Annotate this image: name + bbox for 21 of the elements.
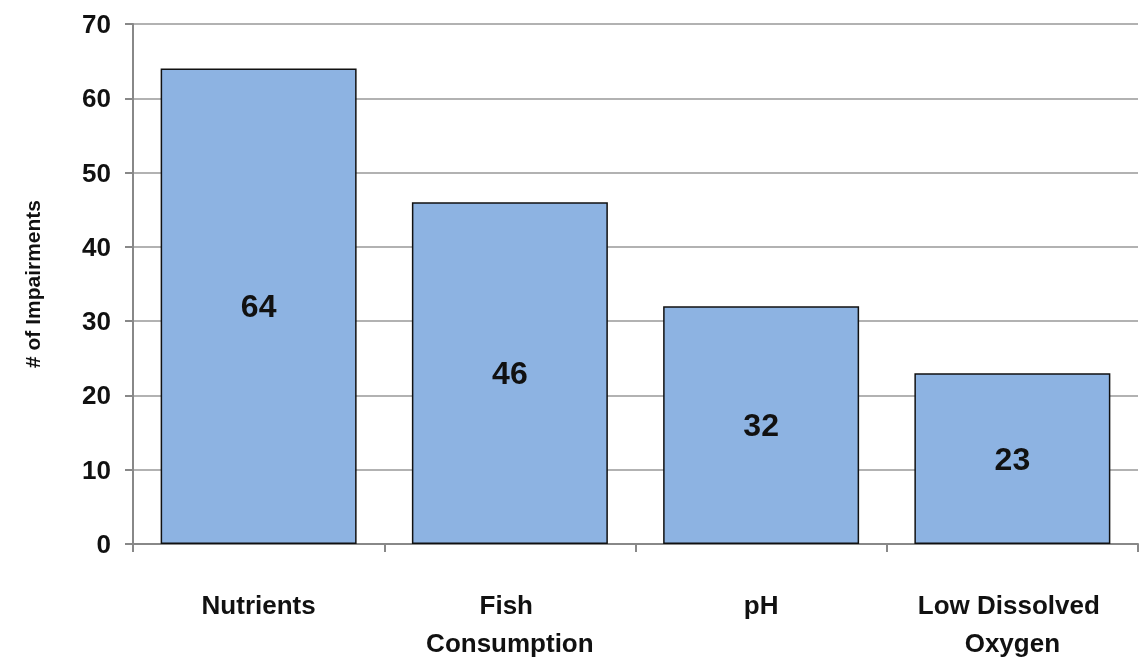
bar <box>914 373 1111 544</box>
bar <box>411 202 608 544</box>
bar <box>663 306 860 544</box>
y-tick-label: 20 <box>82 380 111 411</box>
y-tick-label: 60 <box>82 83 111 114</box>
data-label: 32 <box>743 407 779 444</box>
y-tick-label: 70 <box>82 9 111 39</box>
data-label: 23 <box>994 440 1031 477</box>
y-tick-label: 10 <box>82 454 111 485</box>
x-tick-label: Low Dissolved Oxygen <box>917 590 1108 658</box>
x-tick-label: Nutrients <box>201 590 316 620</box>
y-tick-label: 40 <box>82 231 111 262</box>
y-tick-label: 0 <box>96 529 111 559</box>
data-label: 64 <box>240 288 277 325</box>
y-axis-title: # of Impairments <box>21 199 44 369</box>
data-label: 46 <box>492 355 528 392</box>
y-tick-label: 50 <box>82 157 111 188</box>
x-tick-label: Fish Consumption <box>426 590 594 658</box>
x-tick-label: pH <box>743 590 779 620</box>
y-tick-label: 30 <box>82 306 111 337</box>
bar <box>160 68 357 544</box>
